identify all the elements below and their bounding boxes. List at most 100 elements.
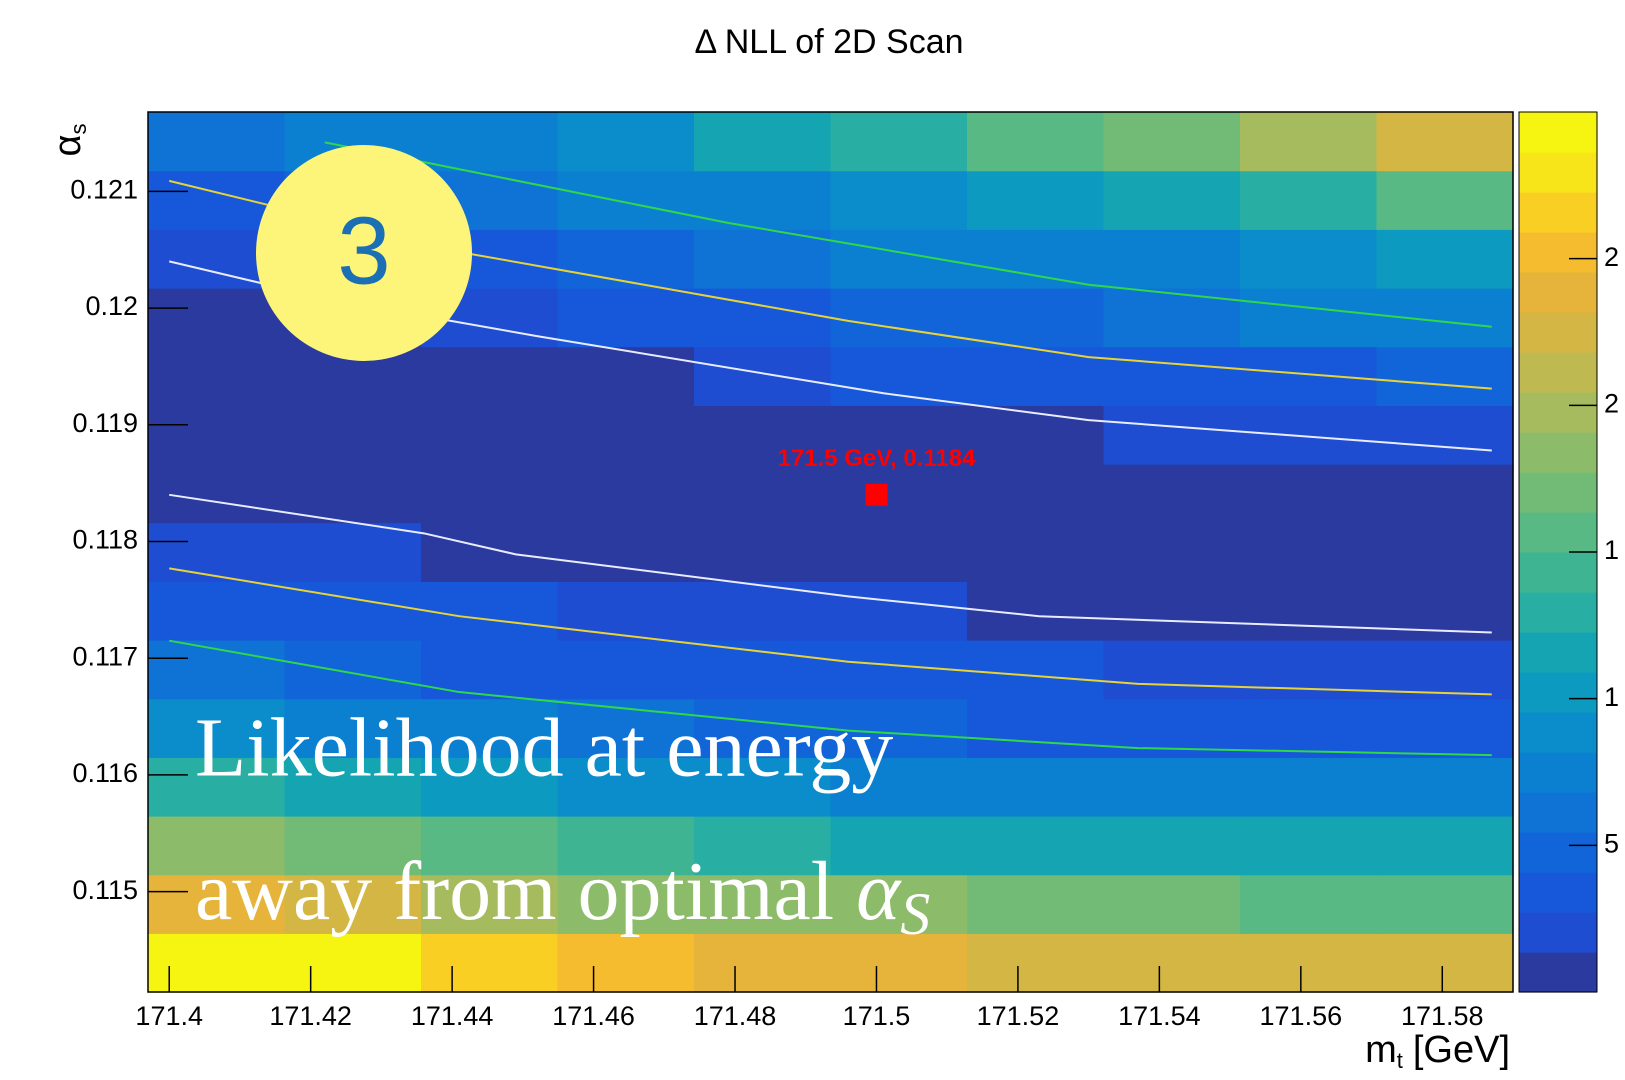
x-tick-label: 171.5 (843, 1001, 911, 1031)
annotation-symbol: α (856, 845, 902, 938)
heat-cell (421, 874, 559, 934)
heat-cell (1240, 581, 1378, 641)
heat-cell (967, 405, 1105, 465)
colorbar-tick-label: 5 (1604, 828, 1619, 858)
heat-cell (1376, 874, 1514, 934)
heat-cell (284, 640, 422, 700)
heat-cell (830, 816, 968, 876)
heat-cell (284, 405, 422, 465)
heat-cell (557, 581, 695, 641)
heat-cell (1376, 112, 1514, 172)
contour-line (169, 493, 1492, 634)
heat-cell (967, 229, 1105, 289)
heat-cell (1103, 346, 1241, 406)
colorbar-step (1519, 152, 1597, 193)
colorbar-step (1519, 232, 1597, 273)
heat-cell (421, 816, 559, 876)
colorbar-step (1519, 672, 1597, 713)
heat-cell (557, 933, 695, 993)
heat-cell (557, 405, 695, 465)
colorbar-step (1519, 712, 1597, 753)
heat-cell (557, 464, 695, 524)
heat-cell (967, 640, 1105, 700)
heat-cell (148, 405, 286, 465)
badge (256, 145, 472, 361)
colorbar-step (1519, 632, 1597, 673)
heat-cell (557, 112, 695, 172)
colorbar-step (1519, 832, 1597, 873)
heat-cell (1103, 933, 1241, 993)
y-label-sub: s (66, 124, 91, 135)
colorbar-tick-label: 1 (1604, 535, 1619, 565)
heat-cell (830, 698, 968, 758)
heat-cell (967, 522, 1105, 582)
heat-cell (967, 112, 1105, 172)
x-label-main: m (1365, 1029, 1397, 1071)
heat-cell (1103, 288, 1241, 348)
y-axis-label: αs (47, 124, 91, 157)
heat-cell (1103, 229, 1241, 289)
heat-cell (1103, 640, 1241, 700)
heat-cell (1376, 229, 1514, 289)
heat-cell (421, 757, 559, 817)
best-fit-label: 171.5 GeV, 0.1184 (777, 445, 976, 472)
colorbar-step (1519, 392, 1597, 433)
heat-cell (1103, 405, 1241, 465)
y-label-main: α (47, 135, 89, 157)
heat-cell (694, 464, 832, 524)
heat-cell (830, 874, 968, 934)
heat-cell (1240, 229, 1378, 289)
heat-cell (694, 522, 832, 582)
heat-cell (1376, 346, 1514, 406)
heat-cell (830, 522, 968, 582)
heat-cell (694, 816, 832, 876)
heat-cell (694, 229, 832, 289)
colorbar-step (1519, 192, 1597, 233)
heat-cell (694, 112, 832, 172)
heat-cell (694, 640, 832, 700)
heat-cell (1376, 464, 1514, 524)
heat-cell (1240, 405, 1378, 465)
x-tick-label: 171.4 (135, 1001, 203, 1031)
colorbar-step (1519, 432, 1597, 473)
heat-cell (557, 816, 695, 876)
heat-cell (421, 405, 559, 465)
heat-cell (557, 757, 695, 817)
heat-cell (1376, 698, 1514, 758)
heat-cell (967, 464, 1105, 524)
heat-cell (148, 464, 286, 524)
heat-cell (557, 229, 695, 289)
heat-cell (1103, 816, 1241, 876)
heat-cell (148, 933, 286, 993)
heat-cell (1103, 757, 1241, 817)
heat-cell (1240, 346, 1378, 406)
heat-cell (830, 933, 968, 993)
heat-cell (1240, 288, 1378, 348)
heat-cell (421, 640, 559, 700)
heat-cell (148, 757, 286, 817)
y-tick-label: 0.116 (72, 758, 138, 788)
heat-cell (148, 816, 286, 876)
heat-cell (967, 170, 1105, 230)
heat-cell (1240, 874, 1378, 934)
colorbar-step (1519, 752, 1597, 793)
colorbar-tick-label: 1 (1604, 682, 1619, 712)
heat-cell (421, 581, 559, 641)
chart-title: Δ NLL of 2D Scan (694, 23, 963, 61)
colorbar-step (1519, 792, 1597, 833)
heat-cell (557, 288, 695, 348)
heat-cell (148, 874, 286, 934)
colorbar-step (1519, 872, 1597, 913)
heat-cell (830, 112, 968, 172)
heat-cell (694, 405, 832, 465)
colorbar-tick-label: 2 (1604, 388, 1619, 418)
badge-label: 3 (337, 197, 390, 304)
heat-cell (1376, 522, 1514, 582)
heat-cell (284, 698, 422, 758)
heat-cell (284, 933, 422, 993)
y-tick-label: 0.115 (72, 875, 138, 905)
heat-cell (421, 346, 559, 406)
heat-cell (1240, 522, 1378, 582)
